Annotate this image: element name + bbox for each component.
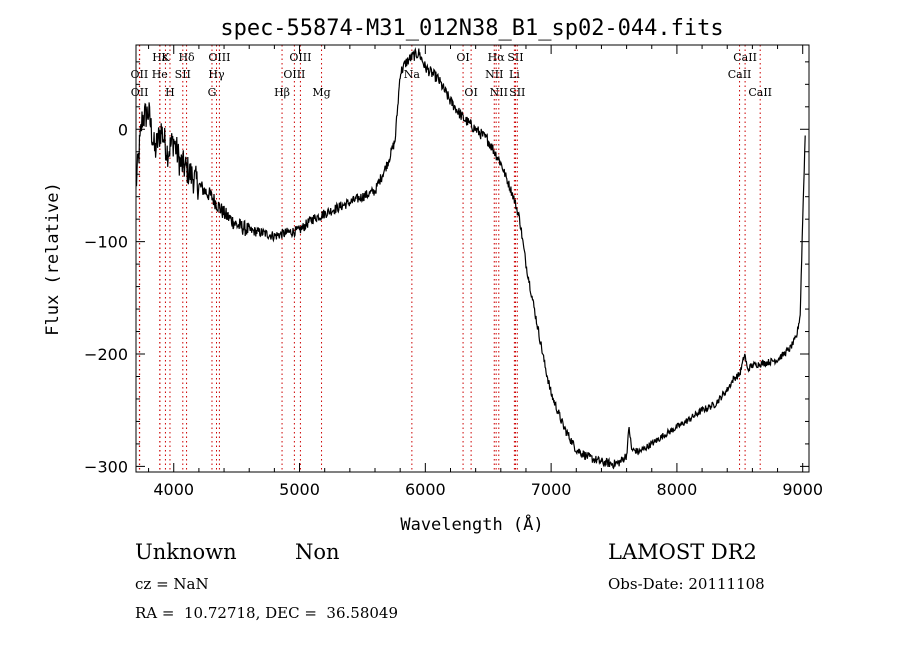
object-subclass: Non [295, 540, 340, 564]
line-marker-label: Hδ [178, 51, 195, 64]
line-marker-label: H [165, 86, 175, 99]
x-tick-label: 6000 [405, 480, 446, 499]
line-marker-label: Hα [488, 51, 506, 64]
x-tick-label: 4000 [153, 480, 194, 499]
line-marker-label: OII [131, 86, 149, 99]
observation-date: Obs-Date: 20111108 [608, 575, 765, 593]
line-marker-label: OI [456, 51, 469, 64]
line-marker-label: He [152, 68, 168, 81]
plot-frame [135, 44, 810, 473]
line-marker-label: OII [131, 68, 149, 81]
line-marker-label: Li [509, 68, 520, 81]
line-marker-label: Hβ [274, 86, 290, 99]
line-marker-label: OIII [283, 68, 305, 81]
line-marker-label: NII [490, 86, 508, 99]
survey-name: LAMOST DR2 [608, 540, 757, 564]
y-axis-label: Flux (relative) [43, 182, 63, 336]
y-tick-label: 0 [118, 120, 128, 139]
line-marker-label: SII [509, 86, 525, 99]
redshift-cz: cz = NaN [135, 575, 209, 593]
line-marker-label: G [208, 86, 217, 99]
line-marker-label: K [161, 51, 170, 64]
y-tick-label: −100 [84, 233, 128, 252]
x-tick-label: 9000 [782, 480, 823, 499]
line-marker-label: CaII [728, 68, 752, 81]
line-marker-label: OIII [208, 51, 230, 64]
y-axis-ticks: 0 −100 −200 −300 [84, 61, 809, 476]
line-marker-label: Na [404, 68, 421, 81]
line-marker-label: Hγ [208, 68, 225, 81]
x-axis-label: Wavelength (Å) [400, 513, 543, 535]
line-marker-label: NII [485, 68, 503, 81]
y-tick-label: −200 [84, 345, 128, 364]
y-tick-label: −300 [84, 457, 128, 476]
spectrum-line [135, 47, 806, 470]
line-marker-label: CaII [733, 51, 757, 64]
coordinates: RA = 10.72718, DEC = 36.58049 [135, 604, 399, 622]
line-marker-label: Mg [312, 86, 330, 99]
line-marker-label: SII [175, 68, 191, 81]
line-marker-label: OIII [289, 51, 311, 64]
object-class: Unknown [135, 540, 237, 564]
line-marker-label: SII [507, 51, 523, 64]
line-marker-label: CaII [748, 86, 772, 99]
chart-title: spec-55874-M31_012N38_B1_sp02-044.fits [220, 16, 723, 41]
x-tick-label: 5000 [279, 480, 320, 499]
x-axis-ticks: 4000 5000 6000 7000 8000 9000 [148, 45, 823, 499]
x-tick-label: 8000 [657, 480, 698, 499]
line-marker-label: Hε [152, 51, 168, 64]
line-marker-label: OI [464, 86, 477, 99]
x-tick-label: 7000 [531, 480, 572, 499]
